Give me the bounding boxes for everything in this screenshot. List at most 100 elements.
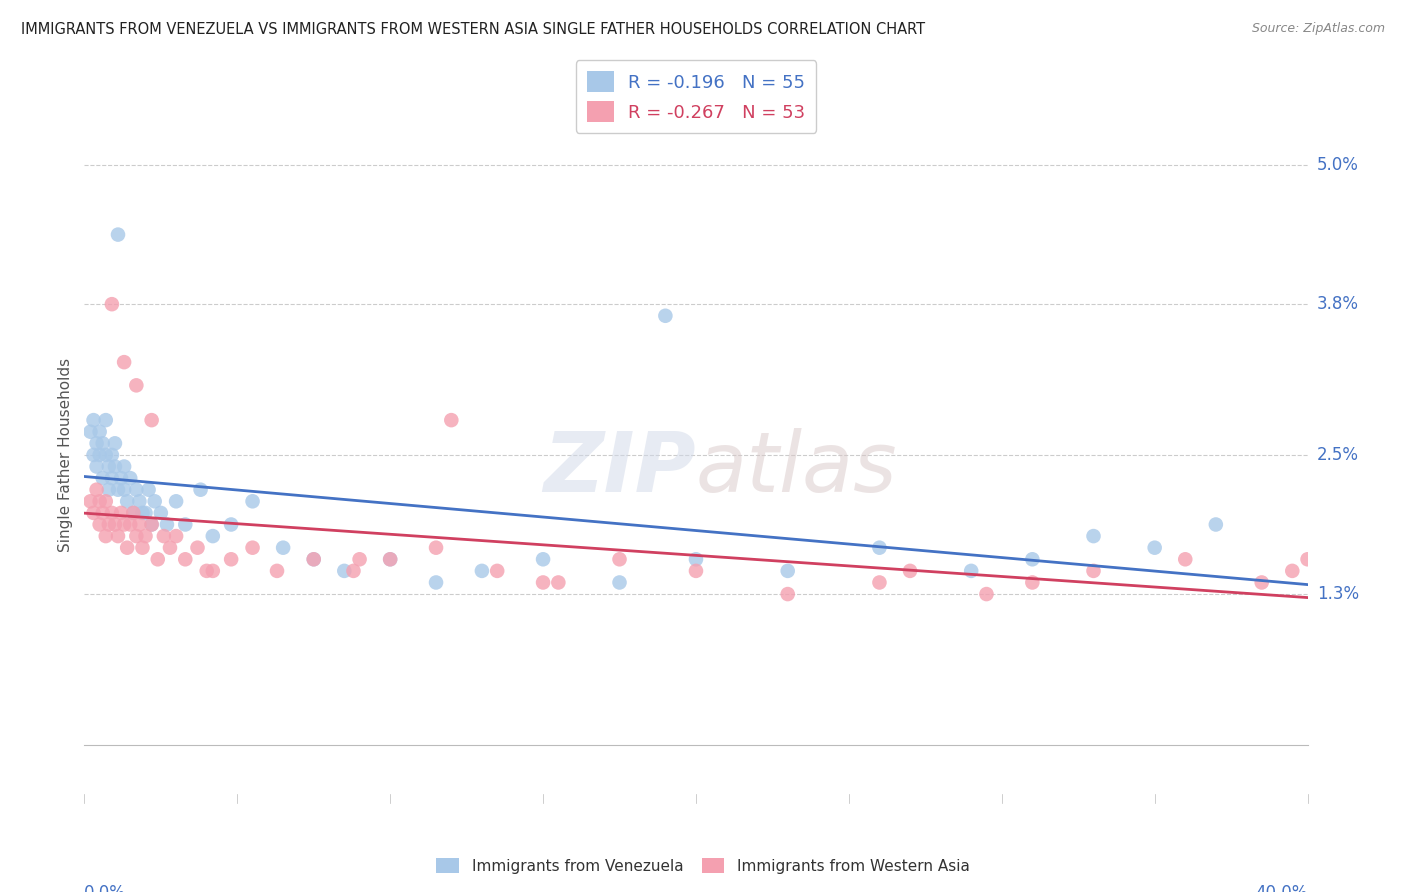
- Point: [135, 529, 157, 543]
- Point: [97, 459, 120, 474]
- Point: [1296, 552, 1319, 566]
- Point: [1174, 552, 1197, 566]
- Point: [115, 541, 138, 555]
- Point: [195, 564, 218, 578]
- Point: [112, 517, 135, 532]
- Point: [101, 448, 124, 462]
- Legend: Immigrants from Venezuela, Immigrants from Western Asia: Immigrants from Venezuela, Immigrants fr…: [430, 852, 976, 880]
- Point: [342, 564, 364, 578]
- Point: [440, 413, 463, 427]
- Point: [79, 494, 101, 508]
- Point: [112, 459, 135, 474]
- Point: [112, 355, 135, 369]
- Point: [242, 494, 264, 508]
- Point: [97, 517, 120, 532]
- Point: [138, 483, 160, 497]
- Point: [125, 529, 148, 543]
- Point: [122, 506, 145, 520]
- Point: [86, 436, 108, 450]
- Point: [685, 552, 707, 566]
- Legend: R = -0.196   N = 55, R = -0.267   N = 53: R = -0.196 N = 55, R = -0.267 N = 53: [576, 61, 815, 133]
- Point: [131, 541, 153, 555]
- Point: [89, 448, 111, 462]
- Point: [91, 506, 114, 520]
- Y-axis label: Single Father Households: Single Father Households: [58, 358, 73, 552]
- Point: [425, 541, 447, 555]
- Point: [94, 529, 117, 543]
- Point: [1250, 575, 1272, 590]
- Point: [94, 448, 117, 462]
- Point: [122, 506, 145, 520]
- Point: [131, 506, 153, 520]
- Point: [104, 517, 127, 532]
- Text: 0.0%: 0.0%: [84, 884, 127, 892]
- Point: [97, 483, 120, 497]
- Point: [89, 425, 111, 439]
- Point: [219, 552, 242, 566]
- Point: [271, 541, 294, 555]
- Point: [266, 564, 288, 578]
- Point: [112, 483, 135, 497]
- Point: [83, 413, 105, 427]
- Point: [242, 541, 264, 555]
- Point: [101, 471, 124, 485]
- Point: [143, 494, 166, 508]
- Point: [101, 506, 124, 520]
- Point: [156, 517, 179, 532]
- Text: ZIP: ZIP: [543, 428, 696, 509]
- Point: [547, 575, 569, 590]
- Point: [1143, 541, 1166, 555]
- Text: IMMIGRANTS FROM VENEZUELA VS IMMIGRANTS FROM WESTERN ASIA SINGLE FATHER HOUSEHOL: IMMIGRANTS FROM VENEZUELA VS IMMIGRANTS …: [21, 22, 925, 37]
- Text: 1.3%: 1.3%: [1317, 585, 1358, 603]
- Point: [898, 564, 921, 578]
- Point: [333, 564, 356, 578]
- Point: [141, 413, 163, 427]
- Point: [141, 517, 163, 532]
- Point: [190, 483, 212, 497]
- Point: [776, 564, 799, 578]
- Point: [165, 494, 187, 508]
- Point: [302, 552, 325, 566]
- Point: [960, 564, 983, 578]
- Point: [94, 413, 117, 427]
- Point: [107, 529, 129, 543]
- Point: [128, 494, 150, 508]
- Point: [531, 575, 554, 590]
- Point: [83, 448, 105, 462]
- Point: [89, 494, 111, 508]
- Point: [531, 552, 554, 566]
- Point: [685, 564, 707, 578]
- Point: [104, 459, 127, 474]
- Point: [135, 506, 157, 520]
- Text: 5.0%: 5.0%: [1317, 156, 1358, 174]
- Point: [186, 541, 208, 555]
- Point: [101, 297, 124, 311]
- Point: [609, 575, 631, 590]
- Point: [125, 483, 148, 497]
- Point: [471, 564, 494, 578]
- Text: 3.8%: 3.8%: [1317, 295, 1358, 313]
- Text: 2.5%: 2.5%: [1317, 446, 1358, 464]
- Point: [89, 517, 111, 532]
- Point: [486, 564, 509, 578]
- Point: [91, 471, 114, 485]
- Point: [976, 587, 998, 601]
- Point: [349, 552, 371, 566]
- Point: [609, 552, 631, 566]
- Text: atlas: atlas: [696, 428, 897, 509]
- Point: [219, 517, 242, 532]
- Point: [425, 575, 447, 590]
- Point: [1083, 564, 1105, 578]
- Point: [83, 506, 105, 520]
- Point: [1083, 529, 1105, 543]
- Point: [1021, 552, 1043, 566]
- Point: [125, 378, 148, 392]
- Point: [869, 575, 891, 590]
- Point: [120, 517, 142, 532]
- Point: [869, 541, 891, 555]
- Point: [104, 436, 127, 450]
- Point: [380, 552, 402, 566]
- Point: [86, 483, 108, 497]
- Point: [107, 227, 129, 242]
- Point: [165, 529, 187, 543]
